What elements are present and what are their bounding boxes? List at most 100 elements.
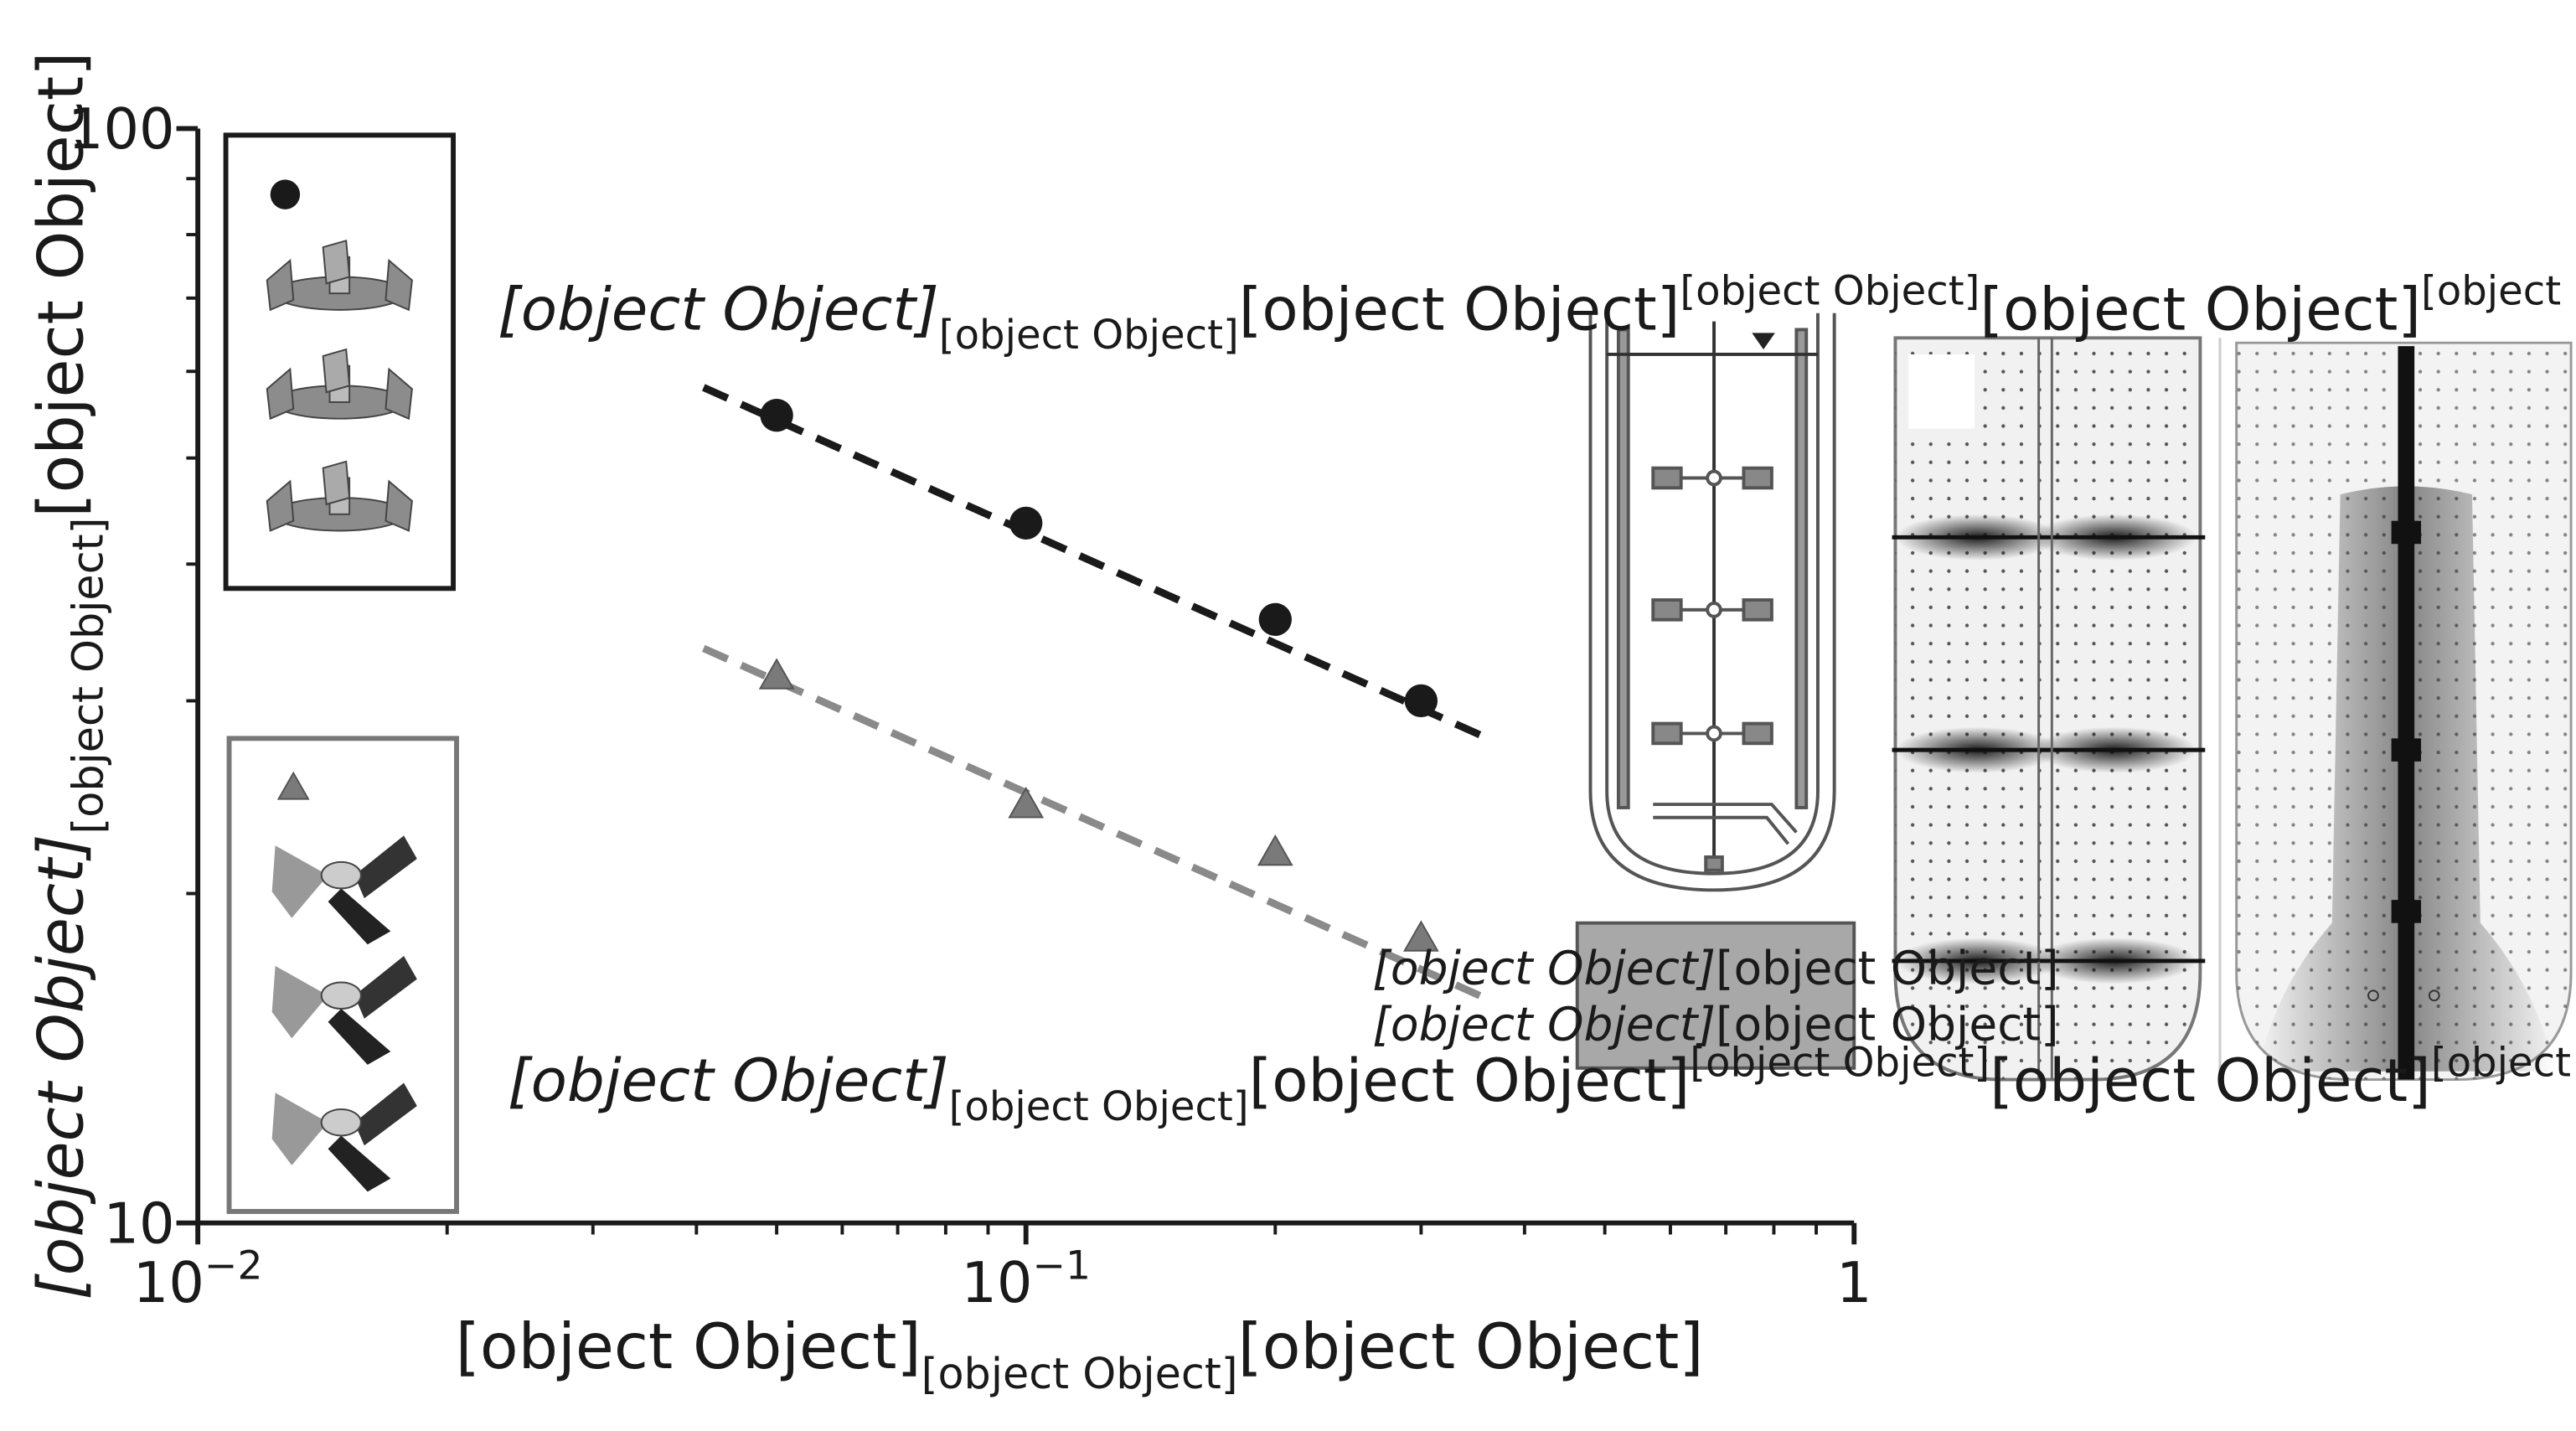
legend-frame: [226, 736, 459, 1214]
y-tick-label: 100: [68, 96, 175, 162]
x-tick-base: 10: [133, 1250, 204, 1315]
blade: [354, 956, 417, 1019]
blade: [1742, 598, 1773, 622]
data-point: [760, 399, 793, 432]
blade: [354, 1082, 417, 1146]
data-point: [1008, 787, 1045, 819]
blade: [266, 479, 295, 532]
equation: [object Object][object Object][object Ob…: [508, 1039, 2576, 1129]
script-text: [object Object]: [921, 1349, 1238, 1398]
segment-text: [object Object]: [24, 834, 97, 1300]
sparger: [1653, 803, 1798, 845]
data-point: [1258, 602, 1292, 637]
impeller-planes: [1892, 535, 2206, 963]
segment-text: [object Object]: [508, 1046, 949, 1115]
fit-line: [702, 644, 1490, 1004]
data-point: [1009, 506, 1043, 540]
inset: [1908, 354, 1975, 429]
blade: [328, 1008, 391, 1065]
impeller-icon: [271, 1082, 417, 1192]
data-point: [1257, 834, 1293, 866]
shaft: [2398, 346, 2415, 1080]
segment-text: [object Object]: [456, 1310, 921, 1383]
legend-box-pitched: [226, 736, 459, 1214]
blade: [266, 367, 295, 421]
segment-text: [object Object]: [1990, 1046, 2431, 1115]
data-point: [1402, 920, 1439, 952]
legend-box-rushton: [223, 132, 457, 592]
segment-text: [object Object]: [1372, 941, 1716, 994]
impeller-icon: [266, 460, 413, 532]
blade: [271, 845, 328, 918]
segment-text: [object Object]: [498, 274, 939, 344]
blade: [385, 258, 413, 312]
impellers: [1651, 466, 1773, 746]
hub: [1706, 602, 1722, 618]
impeller-icon: [266, 348, 413, 421]
blade: [322, 460, 351, 506]
blade: [1742, 466, 1773, 490]
blade: [1651, 598, 1683, 622]
equation: [object Object][object Object][object Ob…: [498, 268, 2576, 359]
hub: [1706, 725, 1722, 742]
tank-schematic: [1588, 313, 1836, 892]
cfd-panel-right: [2235, 341, 2573, 1082]
geometry-text: [object Object][object Object]: [1372, 997, 2058, 1051]
vessel-outer: [1588, 313, 1836, 892]
script-text: [object Object]: [1680, 268, 1980, 315]
x-axis-label: [object Object][object Object][object Ob…: [456, 1310, 1704, 1398]
impeller: [2391, 738, 2422, 762]
segment-text: [object Object]: [1238, 1310, 1704, 1383]
blade: [385, 479, 413, 532]
segment-text: [object Object]: [1249, 1046, 1691, 1115]
blade: [271, 1093, 328, 1165]
fit-line: [702, 384, 1490, 742]
script-text: [object Object]: [2431, 1039, 2576, 1086]
segment-text: [object Object]: [24, 52, 97, 518]
blade: [1742, 721, 1773, 746]
sparger-port: [2367, 989, 2379, 1002]
blade: [1651, 466, 1683, 490]
blade: [328, 1135, 391, 1192]
blade: [385, 367, 413, 421]
data-point: [758, 658, 795, 690]
impeller-icons: [271, 835, 417, 1192]
impeller-icon: [271, 835, 417, 945]
impeller: [2391, 900, 2422, 923]
x-tick-label: 10−2: [133, 1243, 263, 1316]
y-tick-label: 10: [103, 1191, 174, 1256]
segment-text: [object Object]: [1239, 274, 1680, 344]
hub: [320, 1108, 362, 1137]
bearing: [1704, 855, 1724, 872]
script-text: [object Object]: [939, 312, 1239, 359]
blade: [266, 258, 295, 312]
segment-text: [object Object]: [1980, 274, 2421, 344]
shaft: [2037, 338, 2053, 1080]
y-axis-label: [object Object][object Object][object Ob…: [24, 52, 112, 1300]
data-point: [1404, 684, 1438, 718]
impeller-icon: [266, 239, 413, 312]
geometry-box: [1575, 921, 1856, 1070]
blade: [322, 348, 351, 394]
x-tick-label: 10−1: [961, 1243, 1091, 1316]
segment-text: [object Object]: [1716, 997, 2059, 1051]
script-text: [object Object]: [63, 518, 112, 834]
script-text: [object Object]: [1690, 1039, 1990, 1086]
x-tick-label: 1: [1836, 1250, 1872, 1315]
blade: [328, 888, 391, 945]
blade: [322, 239, 351, 285]
x-tick-base: 10: [961, 1250, 1032, 1315]
hub: [320, 981, 362, 1010]
script-text: [object Object]: [2421, 268, 2576, 315]
cfd-panel-left: [1892, 336, 2206, 1082]
legend-marker: [276, 771, 310, 800]
hub: [1706, 469, 1722, 487]
impeller-icon: [271, 956, 417, 1065]
legend-frame: [223, 132, 457, 592]
legend-marker: [270, 179, 301, 209]
x-tick-exponent: −2: [204, 1243, 263, 1289]
geometry-text: [object Object][object Object]: [1372, 941, 2058, 994]
blade: [354, 835, 417, 899]
segment-text: [object Object]: [1372, 997, 1716, 1051]
